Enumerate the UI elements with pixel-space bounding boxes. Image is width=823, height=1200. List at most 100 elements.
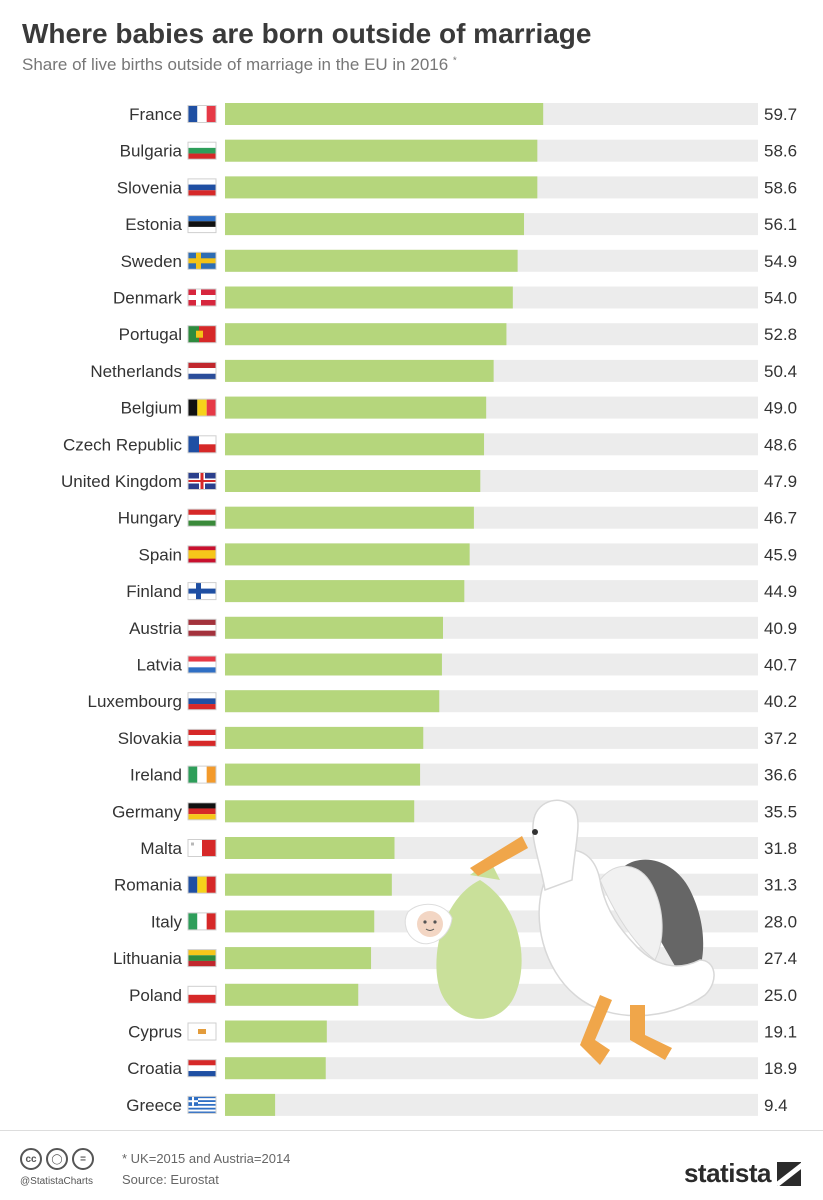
country-label: Greece: [126, 1096, 182, 1115]
bar: [225, 176, 538, 199]
value-label: 45.9: [764, 545, 797, 564]
value-label: 40.9: [764, 619, 797, 638]
country-label: Germany: [112, 802, 182, 821]
bar: [225, 580, 465, 603]
value-label: 31.8: [764, 839, 797, 858]
flag-italy-icon: [187, 912, 217, 931]
bar-row: Portugal 52.8: [119, 323, 797, 346]
bar: [225, 323, 507, 346]
flag-slovakia-icon: [187, 728, 217, 747]
flag-croatia-icon: [187, 1059, 217, 1078]
footnote: * UK=2015 and Austria=2014: [122, 1151, 291, 1166]
country-label: Lithuania: [113, 949, 183, 968]
value-label: 28.0: [764, 912, 797, 931]
twitter-handle: @StatistaCharts: [20, 1176, 93, 1187]
bar-row: Croatia 18.9: [127, 1057, 797, 1080]
flag-bulgaria-icon: [187, 141, 217, 160]
flag-slovenia-icon: [187, 178, 217, 197]
value-label: 56.1: [764, 215, 797, 234]
bar-row: France 59.7: [129, 103, 797, 125]
country-label: Cyprus: [128, 1023, 182, 1042]
bar: [225, 873, 392, 896]
flag-greece-icon: [187, 1095, 217, 1114]
value-label: 40.7: [764, 656, 797, 675]
country-label: Spain: [139, 545, 182, 564]
value-label: 19.1: [764, 1023, 797, 1042]
country-label: Czech Republic: [63, 435, 183, 454]
country-label: Finland: [126, 582, 182, 601]
country-label: Latvia: [137, 656, 183, 675]
bar: [225, 1057, 326, 1080]
source-note: Source: Eurostat: [122, 1172, 219, 1187]
country-label: Malta: [140, 839, 182, 858]
bar: [225, 910, 375, 933]
country-label: Bulgaria: [120, 142, 183, 161]
bar: [225, 543, 470, 566]
country-label: Luxembourg: [87, 692, 182, 711]
bar-row: Slovenia 58.6: [117, 176, 797, 199]
country-label: Belgium: [121, 399, 182, 418]
bar-row: Finland 44.9: [126, 580, 797, 603]
bar: [225, 1020, 327, 1043]
value-label: 37.2: [764, 729, 797, 748]
bar-row: Hungary 46.7: [118, 506, 797, 529]
bar-row: United Kingdom 47.9: [61, 470, 797, 492]
flag-ireland-icon: [187, 765, 217, 784]
value-label: 58.6: [764, 178, 797, 197]
country-label: Denmark: [113, 289, 182, 308]
country-label: Slovakia: [118, 729, 183, 748]
country-label: Poland: [129, 986, 182, 1005]
bar-row: Ireland 36.6: [130, 763, 797, 786]
chart-title: Where babies are born outside of marriag…: [22, 18, 592, 49]
flag-denmark-icon: [187, 288, 217, 307]
country-label: Ireland: [130, 766, 182, 785]
bar: [225, 800, 415, 823]
country-label: Sweden: [121, 252, 182, 271]
value-label: 35.5: [764, 802, 797, 821]
bar-row: Czech Republic 48.6: [63, 433, 797, 456]
bar-row: Cyprus 19.1: [128, 1020, 797, 1043]
country-label: Hungary: [118, 509, 183, 528]
brand-name: statista: [683, 1158, 772, 1188]
bar: [225, 286, 513, 309]
bar: [225, 213, 525, 236]
bar: [225, 653, 442, 676]
bar-row: Denmark 54.0: [113, 286, 797, 309]
value-label: 48.6: [764, 435, 797, 454]
flag-czech-republic-icon: [187, 435, 217, 454]
statista-logo-icon: [777, 1161, 801, 1186]
bar-track: [225, 1057, 758, 1080]
country-label: Romania: [114, 876, 183, 895]
bar: [225, 433, 485, 456]
bar-row: Estonia 56.1: [125, 213, 797, 236]
subtitle-text: Share of live births outside of marriage…: [22, 55, 449, 74]
flag-hungary-icon: [187, 508, 217, 527]
bar: [225, 1093, 276, 1116]
value-label: 18.9: [764, 1059, 797, 1078]
bar-row: Netherlands 50.4: [90, 359, 797, 382]
by-icon: ◯: [46, 1148, 68, 1170]
bar-track: [225, 1020, 758, 1043]
bar: [225, 616, 443, 639]
chart-rows: France 59.7 Bulgaria 58.6 Slovenia 58.6 Estoni…: [61, 103, 797, 1116]
country-label: Croatia: [127, 1059, 182, 1078]
footer-divider: [0, 1130, 823, 1131]
value-label: 40.2: [764, 692, 797, 711]
bar-row: Malta 31.8: [140, 837, 797, 859]
country-label: France: [129, 105, 182, 124]
bar-row: Luxembourg 40.2: [87, 690, 797, 713]
value-label: 31.3: [764, 876, 797, 895]
bar: [225, 947, 372, 970]
bar-row: Germany 35.5: [112, 800, 797, 823]
bar-row: Greece 9.4: [126, 1093, 788, 1116]
bar: [225, 726, 424, 749]
bar-row: Austria 40.9: [129, 616, 797, 639]
country-label: Austria: [129, 619, 182, 638]
brand[interactable]: statista: [684, 1158, 801, 1189]
bar: [225, 690, 440, 713]
value-label: 50.4: [764, 362, 797, 381]
flag-latvia-icon: [187, 655, 217, 674]
flag-estonia-icon: [187, 215, 217, 234]
bar-row: Latvia 40.7: [137, 653, 797, 676]
country-label: United Kingdom: [61, 472, 182, 491]
